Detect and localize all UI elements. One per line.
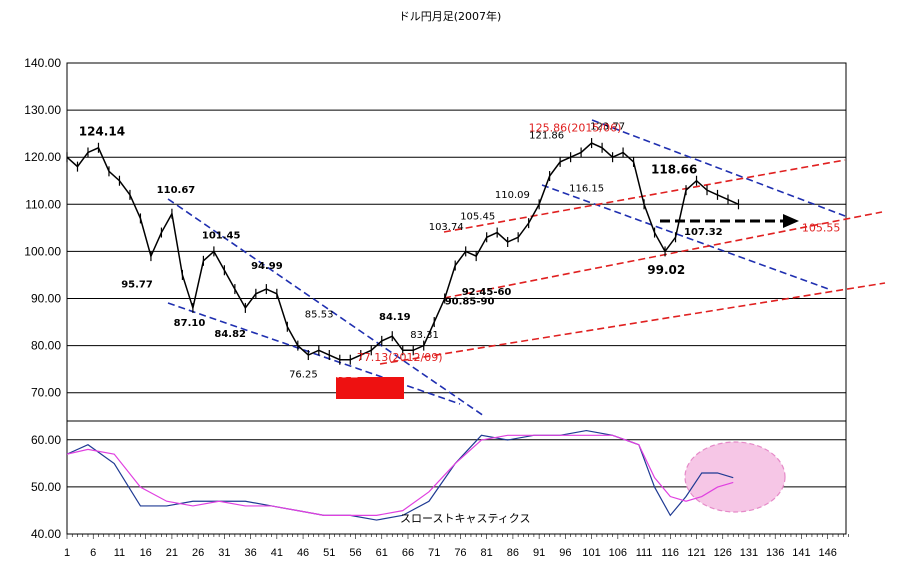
y-tick-label: 120.00 (24, 150, 61, 164)
price-annotation: 121.86 (529, 130, 564, 141)
price-annotation: 85.53 (305, 310, 334, 321)
y-tick-label: 60.00 (31, 433, 61, 447)
price-annotation: 103.74 (429, 222, 464, 233)
x-tick-label: 121 (687, 547, 705, 559)
x-tick-label: 116 (662, 547, 680, 559)
price-annotation: 99.02 (647, 263, 685, 277)
price-annotation: 123.77 (590, 121, 625, 132)
price-annotation: 76.25 (289, 369, 318, 380)
x-tick-label: 16 (140, 547, 152, 559)
price-annotation: 105.45 (460, 212, 495, 223)
price-annotation: 75.31 (317, 367, 358, 382)
x-tick-label: 71 (428, 547, 440, 559)
x-tick-label: 41 (271, 547, 283, 559)
oscillator-line-magenta (66, 434, 734, 516)
trendline-red-middle (443, 211, 883, 299)
x-tick-label: 131 (740, 547, 758, 559)
x-tick-label: 76 (454, 547, 466, 559)
x-tick-label: 81 (481, 547, 493, 559)
y-tick-label: 40.00 (31, 527, 61, 541)
x-tick-label: 106 (609, 547, 627, 559)
x-tick-label: 146 (818, 547, 836, 559)
price-annotation: 118.66 (651, 163, 697, 177)
low-highlight-box (336, 377, 404, 399)
oscillator-title: スローストキャスティクス (400, 512, 530, 525)
x-tick-label: 31 (218, 547, 230, 559)
x-tick-label: 126 (714, 547, 732, 559)
x-tick-label: 11 (114, 547, 125, 559)
trendline-blue-channel-lower (541, 184, 832, 291)
x-tick-label: 101 (582, 547, 600, 559)
y-tick-label: 50.00 (31, 480, 61, 494)
y-tick-label: 90.00 (31, 292, 61, 306)
x-tick-label: 61 (376, 547, 388, 559)
price-annotation: 105.55 (802, 221, 841, 234)
price-annotation: 92.45-60 (462, 287, 512, 298)
trendline-blue-channel-upper (591, 119, 846, 217)
price-annotation: 84.19 (379, 312, 411, 323)
x-tick-label: 36 (244, 547, 256, 559)
trendline-red-lower (379, 282, 886, 365)
x-tick-label: 21 (166, 547, 178, 559)
oscillator-line-blue (66, 429, 734, 521)
chart-title: ドル円月足(2007年) (399, 9, 502, 23)
y-tick-label: 110.00 (25, 197, 61, 211)
trendline-red-upper (443, 159, 846, 233)
price-series-points (66, 138, 740, 365)
x-tick-label: 26 (192, 547, 204, 559)
x-tick-label: 46 (297, 547, 309, 559)
projection-arrow (660, 214, 799, 228)
x-tick-label: 141 (792, 547, 810, 559)
price-annotation: 116.15 (569, 183, 604, 194)
price-annotations: 124.14 110.67 101.45 94.99 95.77 87.10 84.82 85… (79, 121, 841, 381)
price-annotation: 110.67 (157, 185, 196, 196)
x-axis-ticks: 1 6 11 16 21 26 31 36 41 46 51 56 61 66 71 76 81 86 91 96 10… (64, 534, 849, 559)
trend-lines (167, 119, 886, 417)
y-tick-label: 100.00 (24, 244, 61, 258)
y-tick-label: 140.00 (24, 56, 61, 70)
x-tick-label: 96 (559, 547, 571, 559)
price-annotation: 90.85-90 (445, 296, 495, 307)
price-annotation: 107.32 (684, 227, 723, 238)
x-tick-label: 111 (636, 547, 653, 559)
x-tick-label: 136 (766, 547, 784, 559)
price-annotation: 125.86(2015/06) (529, 122, 622, 135)
price-annotation: 77.13(2012/09) (357, 351, 443, 364)
x-tick-label: 66 (402, 547, 414, 559)
x-tick-label: 56 (349, 547, 361, 559)
price-annotation: 83.31 (410, 330, 439, 341)
plot-frame (66, 62, 847, 535)
x-tick-label: 86 (507, 547, 519, 559)
x-tick-label: 1 (64, 547, 70, 559)
price-annotation: 110.09 (495, 190, 530, 201)
price-annotation: 101.45 (202, 231, 241, 242)
price-annotation: 95.77 (121, 279, 153, 290)
price-annotation: 84.82 (214, 329, 246, 340)
price-annotation: 94.99 (251, 261, 283, 272)
price-annotation: 87.10 (174, 318, 206, 329)
y-tick-label: 80.00 (31, 339, 61, 353)
x-tick-label: 51 (323, 547, 335, 559)
price-annotation: 124.14 (79, 125, 125, 139)
x-tick-label: 6 (90, 547, 96, 559)
y-axis-ticks: 140.00 130.00 120.00 110.00 100.00 90.00 80.00… (24, 56, 61, 541)
y-tick-label: 70.00 (31, 386, 61, 400)
oscillator-highlight (684, 441, 786, 513)
x-tick-label: 91 (533, 547, 545, 559)
trendline-blue-downtrend-upper (167, 198, 485, 417)
y-tick-label: 130.00 (24, 103, 61, 117)
trendline-blue-downtrend-lower (167, 302, 461, 405)
